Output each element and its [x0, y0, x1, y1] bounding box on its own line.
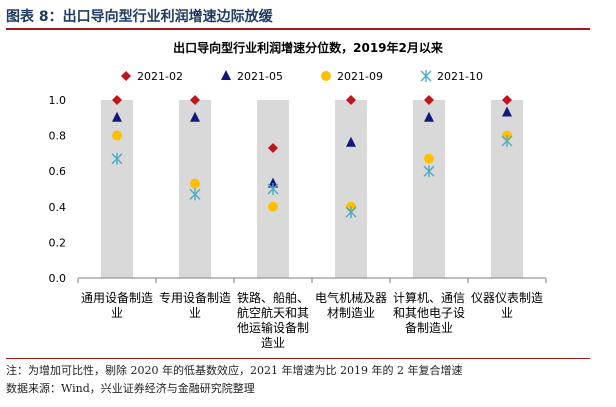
data-point-triangle — [190, 111, 200, 122]
data-point-diamond — [268, 143, 278, 154]
data-point-triangle — [502, 106, 512, 117]
category-label: 造业 — [261, 336, 285, 350]
data-point-circle — [190, 178, 200, 189]
category-label: 业 — [501, 306, 513, 320]
category-label: 业 — [189, 306, 201, 320]
data-point-circle — [112, 130, 122, 141]
figure-title: 图表 8：出口导向型行业利润增速边际放缓 — [6, 9, 273, 25]
y-tick-label: 0.4 — [49, 201, 67, 214]
data-point-triangle — [424, 111, 434, 122]
legend-label: 2021-09 — [337, 70, 383, 83]
legend-marker-triangle — [221, 70, 231, 80]
axes: 0.0 0.2 0.4 0.6 0.8 1.0 — [49, 94, 547, 285]
category-labels: 通用设备制造业专用设备制造业铁路、船舶、航空航天和其他运输设备制造业电气机械及器… — [81, 290, 543, 350]
footnote-source: 数据来源：Wind，兴业证券经济与金融研究院整理 — [6, 382, 255, 395]
category-label: 计算机、通信 — [393, 290, 465, 305]
legend-label: 2021-02 — [137, 70, 183, 83]
y-tick-label: 0.6 — [49, 165, 67, 178]
data-point-diamond — [346, 95, 356, 105]
data-point-asterisk — [111, 152, 123, 165]
category-label: 通用设备制造 — [81, 291, 153, 305]
y-tick-label: 0.8 — [49, 130, 67, 143]
legend-marker-diamond — [121, 71, 131, 81]
y-tick-label: 0.2 — [49, 236, 67, 249]
data-point-asterisk — [501, 134, 513, 147]
data-point-triangle — [112, 111, 122, 122]
category-label: 仪器仪表制造 — [471, 291, 543, 305]
data-point-asterisk — [267, 183, 279, 195]
data-point-diamond — [112, 95, 122, 105]
chart-title: 出口导向型行业利润增速分位数，2019年2月以来 — [173, 40, 444, 55]
data-markers — [111, 95, 513, 219]
background-bar — [101, 100, 133, 278]
data-point-diamond — [502, 95, 512, 105]
category-label: 他运输设备制 — [237, 320, 309, 335]
footnote: 注：为增加可比性，剔除 2020 年的低基数效应，2021 年增速为比 2019… — [6, 362, 590, 398]
background-bar — [491, 100, 523, 278]
legend: 2021-02 2021-05 2021-09 2021-10 — [121, 70, 483, 83]
legend-label: 2021-10 — [437, 70, 483, 83]
footnote-divider — [6, 358, 590, 359]
chart: 出口导向型行业利润增速分位数，2019年2月以来 2021-02 2021-05 2… — [49, 40, 547, 350]
data-point-asterisk — [189, 188, 201, 201]
data-point-diamond — [190, 95, 200, 105]
legend-marker-circle — [321, 71, 331, 81]
category-label: 铁路、船舶、 — [237, 290, 309, 305]
background-bars — [101, 100, 523, 278]
category-label: 材制造业 — [327, 306, 375, 320]
footnote-note: 注：为增加可比性，剔除 2020 年的低基数效应，2021 年增速为比 2019… — [6, 364, 463, 377]
y-tick-label: 0.0 — [49, 272, 67, 285]
data-point-asterisk — [423, 165, 435, 178]
data-point-diamond — [424, 95, 434, 105]
category-label: 业 — [111, 306, 123, 320]
legend-marker-asterisk — [420, 70, 432, 82]
legend-label: 2021-05 — [237, 70, 283, 83]
data-point-triangle — [346, 136, 356, 147]
category-label: 专用设备制造 — [159, 290, 231, 305]
data-point-asterisk — [345, 206, 357, 219]
title-divider — [6, 28, 590, 30]
data-point-circle — [268, 201, 278, 212]
category-label: 和其他电子设 — [393, 306, 465, 320]
data-point-triangle — [268, 177, 278, 188]
data-point-circle — [424, 153, 434, 164]
category-label: 备制造业 — [405, 321, 453, 335]
background-bar — [335, 100, 367, 278]
category-label: 航空航天和其 — [237, 305, 309, 320]
y-tick-label: 1.0 — [49, 94, 67, 107]
category-label: 电气机械及器 — [315, 290, 387, 305]
background-bar — [413, 100, 445, 278]
